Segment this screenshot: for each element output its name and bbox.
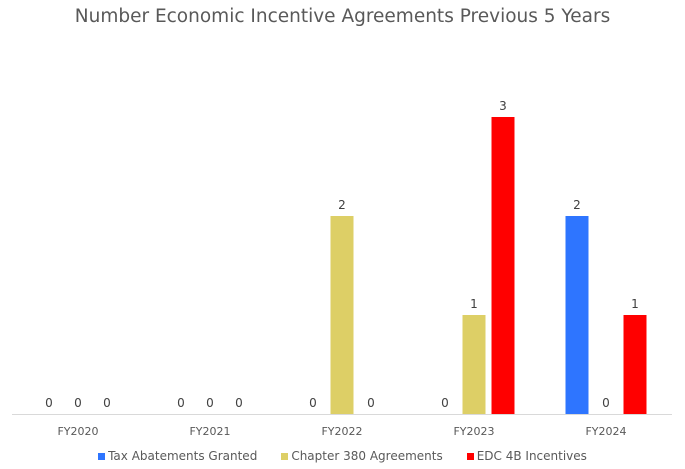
- legend: Tax Abatements Granted Chapter 380 Agreem…: [0, 449, 685, 463]
- legend-label: EDC 4B Incentives: [476, 449, 587, 463]
- bar: [623, 315, 647, 414]
- data-label: 1: [470, 297, 478, 311]
- data-label: 0: [103, 396, 111, 410]
- legend-item: Chapter 380 Agreements: [281, 449, 443, 463]
- x-tick-label: FY2023: [453, 425, 494, 438]
- data-label: 0: [235, 396, 243, 410]
- data-label: 0: [177, 396, 185, 410]
- bar: [330, 216, 354, 414]
- legend-item: EDC 4B Incentives: [466, 449, 587, 463]
- data-label: 0: [74, 396, 82, 410]
- legend-swatch: [281, 452, 289, 460]
- legend-label: Tax Abatements Granted: [108, 449, 258, 463]
- data-label: 2: [338, 198, 346, 212]
- chart-title: Number Economic Incentive Agreements Pre…: [74, 6, 611, 27]
- data-label: 0: [441, 396, 449, 410]
- data-label: 1: [631, 297, 639, 311]
- legend-item: Tax Abatements Granted: [98, 449, 257, 463]
- legend-label: Chapter 380 Agreements: [291, 449, 443, 463]
- data-label: 3: [499, 99, 507, 113]
- bar: [491, 117, 515, 414]
- legend-swatch: [98, 452, 106, 460]
- x-tick-label: FY2022: [321, 425, 362, 438]
- data-label: 0: [45, 396, 53, 410]
- bar: [462, 315, 486, 414]
- x-tick-label: FY2021: [189, 425, 230, 438]
- data-label: 0: [602, 396, 610, 410]
- data-label: 0: [309, 396, 317, 410]
- data-label: 2: [573, 198, 581, 212]
- bar: [565, 216, 589, 414]
- x-tick-label: FY2020: [57, 425, 98, 438]
- legend-swatch: [466, 452, 474, 460]
- data-label: 0: [206, 396, 214, 410]
- data-label: 0: [367, 396, 375, 410]
- x-tick-label: FY2024: [585, 425, 626, 438]
